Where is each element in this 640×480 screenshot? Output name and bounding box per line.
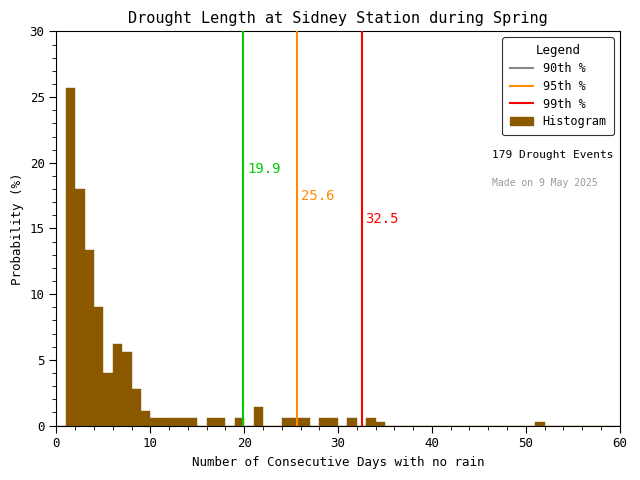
Bar: [348, 418, 357, 426]
Bar: [160, 418, 169, 426]
Bar: [76, 189, 84, 426]
Bar: [188, 418, 197, 426]
Bar: [216, 418, 225, 426]
Text: Made on 9 May 2025: Made on 9 May 2025: [492, 178, 598, 188]
Bar: [207, 418, 216, 426]
Bar: [291, 418, 301, 426]
Text: 179 Drought Events: 179 Drought Events: [492, 150, 614, 160]
Bar: [122, 352, 132, 426]
Bar: [329, 418, 338, 426]
Title: Drought Length at Sidney Station during Spring: Drought Length at Sidney Station during …: [128, 11, 548, 26]
Y-axis label: Probability (%): Probability (%): [11, 172, 24, 285]
Bar: [235, 418, 244, 426]
Text: 19.9: 19.9: [247, 162, 280, 176]
Bar: [301, 418, 310, 426]
Bar: [84, 250, 94, 426]
Text: 25.6: 25.6: [301, 189, 334, 203]
Bar: [150, 418, 160, 426]
Legend: 90th %, 95th %, 99th %, Histogram: 90th %, 95th %, 99th %, Histogram: [502, 37, 614, 135]
Bar: [169, 418, 179, 426]
Bar: [104, 373, 113, 426]
Bar: [366, 418, 376, 426]
Bar: [253, 407, 263, 426]
Bar: [132, 389, 141, 426]
Bar: [319, 418, 329, 426]
Bar: [535, 421, 545, 426]
Bar: [94, 307, 104, 426]
X-axis label: Number of Consecutive Days with no rain: Number of Consecutive Days with no rain: [192, 456, 484, 469]
Bar: [66, 88, 76, 426]
Bar: [113, 344, 122, 426]
Bar: [141, 411, 150, 426]
Text: 32.5: 32.5: [365, 212, 399, 226]
Bar: [376, 421, 385, 426]
Bar: [282, 418, 291, 426]
Bar: [179, 418, 188, 426]
